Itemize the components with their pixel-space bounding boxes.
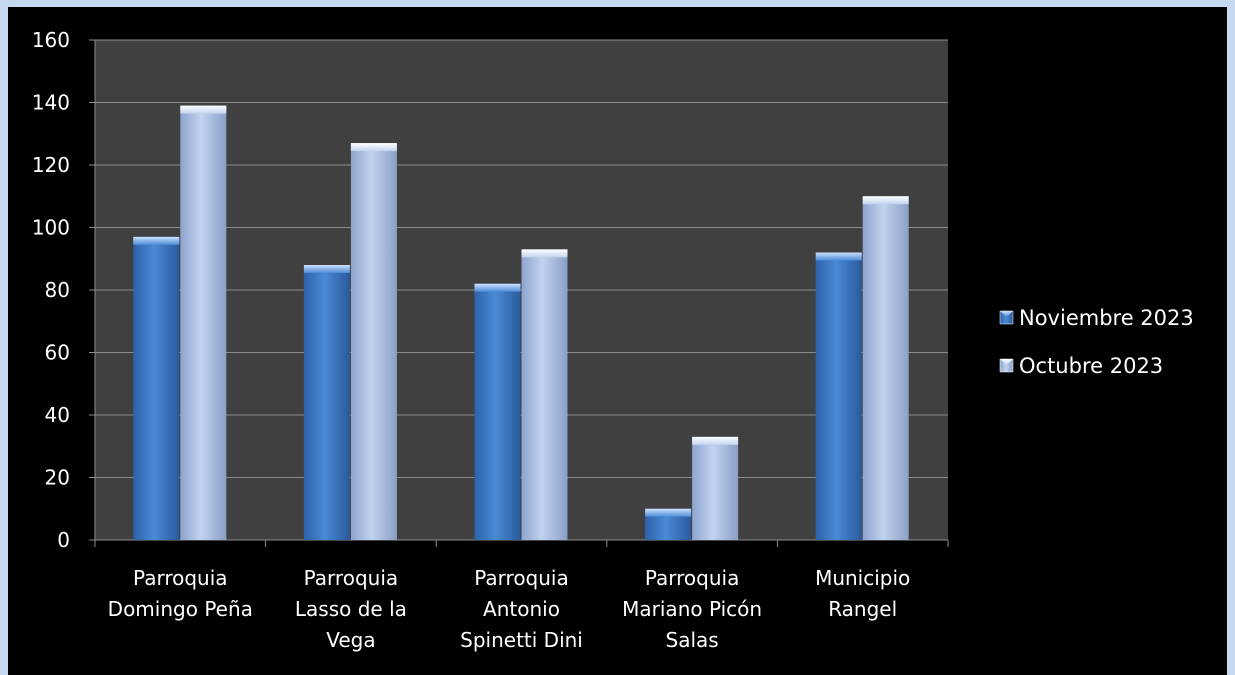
x-category-label: Parroquia Mariano Picón Salas (622, 566, 762, 652)
legend-item: Noviembre 2023 (999, 306, 1194, 330)
bar-body (692, 436, 739, 540)
bar-cap (862, 196, 909, 205)
x-category-label-line: Lasso de la (295, 597, 407, 621)
y-tick-label: 120 (32, 153, 70, 177)
x-category-labels: Parroquia Domingo Peña Parroquia Lasso de l… (108, 566, 911, 652)
x-category-label-line: Municipio (815, 566, 910, 590)
bar-body (521, 249, 568, 540)
y-tick-label: 80 (45, 278, 70, 302)
legend-label: Noviembre 2023 (1019, 306, 1194, 330)
x-category-label-line: Parroquia (474, 566, 569, 590)
x-category-label-line: Mariano Picón (622, 597, 762, 621)
bar-noviembre-2023 (645, 508, 692, 540)
bar-body (133, 236, 180, 540)
y-tick-label: 100 (32, 216, 70, 240)
x-category-label: Parroquia Lasso de la Vega (295, 566, 407, 652)
bar-noviembre-2023 (815, 252, 862, 540)
x-category-label: Municipio Rangel (815, 566, 910, 621)
bar-cap (474, 283, 521, 292)
x-category-label: Parroquia Antonio Spinetti Dini (460, 566, 583, 652)
bar-noviembre-2023 (303, 265, 350, 540)
legend-item: Octubre 2023 (999, 354, 1163, 378)
bar-body (180, 105, 227, 540)
bar-cap (645, 508, 692, 517)
x-category-label-line: Spinetti Dini (460, 628, 583, 652)
bars (133, 105, 909, 540)
bar-cap (692, 436, 739, 445)
bar-cap (133, 236, 180, 245)
x-category-label-line: Antonio (483, 597, 560, 621)
bar-body (474, 283, 521, 540)
bar-cap (521, 249, 568, 258)
bar-body (862, 196, 909, 540)
y-tick-label: 0 (57, 528, 70, 552)
legend: Noviembre 2023 Octubre 2023 (999, 306, 1194, 378)
bar-cap (303, 265, 350, 273)
x-category-label-line: Domingo Peña (108, 597, 253, 621)
bar-cap (180, 105, 227, 114)
bar-body (350, 143, 397, 540)
y-tick-label: 140 (32, 91, 70, 115)
x-category-label: Parroquia Domingo Peña (108, 566, 253, 621)
bar-body (303, 265, 350, 540)
bar-octubre-2023 (692, 436, 739, 540)
x-category-label-line: Vega (326, 628, 375, 652)
x-category-label-line: Rangel (828, 597, 897, 621)
y-tick-labels: 0 20 40 60 80 100 120 140 160 (32, 28, 70, 552)
bar-octubre-2023 (180, 105, 227, 540)
bar-body (815, 252, 862, 540)
bar-noviembre-2023 (133, 236, 180, 540)
legend-swatch-cap (1000, 359, 1013, 365)
y-tick-label: 40 (45, 403, 70, 427)
x-category-label-line: Parroquia (133, 566, 228, 590)
legend-label: Octubre 2023 (1019, 354, 1163, 378)
bar-octubre-2023 (862, 196, 909, 540)
bar-octubre-2023 (350, 143, 397, 540)
y-tick-label: 60 (45, 341, 70, 365)
x-category-label-line: Salas (666, 628, 719, 652)
bar-noviembre-2023 (474, 283, 521, 540)
x-category-label-line: Parroquia (645, 566, 740, 590)
y-tick-label: 20 (45, 466, 70, 490)
x-category-label-line: Parroquia (304, 566, 399, 590)
bar-cap (350, 143, 397, 152)
legend-swatch-cap (1000, 311, 1013, 317)
bar-cap (815, 252, 862, 261)
bar-octubre-2023 (521, 249, 568, 540)
y-tick-label: 160 (32, 28, 70, 52)
